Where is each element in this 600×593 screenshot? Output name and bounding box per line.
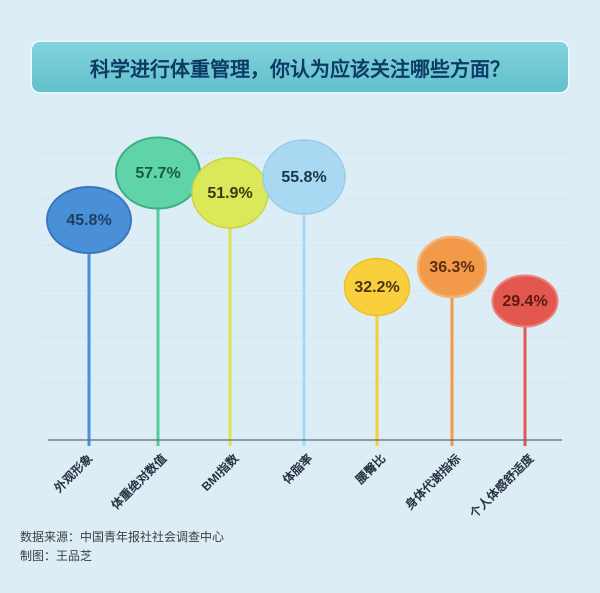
svg-text:29.4%: 29.4%	[502, 293, 547, 310]
svg-text:51.9%: 51.9%	[207, 185, 252, 202]
svg-text:57.7%: 57.7%	[135, 165, 180, 182]
svg-text:45.8%: 45.8%	[66, 212, 111, 229]
svg-text:32.2%: 32.2%	[354, 279, 399, 296]
svg-text:36.3%: 36.3%	[429, 259, 474, 276]
svg-text:55.8%: 55.8%	[281, 169, 326, 186]
